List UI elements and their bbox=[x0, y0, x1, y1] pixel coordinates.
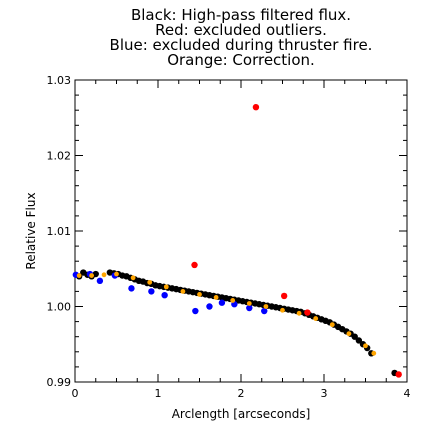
y-axis-label: Relative Flux bbox=[24, 192, 38, 269]
title-line: Orange: Correction. bbox=[167, 51, 315, 69]
correction-point bbox=[230, 298, 236, 303]
outliers-point bbox=[304, 309, 311, 316]
outliers-point bbox=[395, 371, 402, 378]
thruster-point bbox=[246, 304, 253, 312]
thruster-point bbox=[96, 277, 104, 285]
series-outliers bbox=[191, 103, 402, 378]
correction-point bbox=[263, 304, 269, 309]
x-tick-label: 1 bbox=[155, 387, 162, 400]
thruster-point bbox=[206, 303, 213, 310]
axis-ticks: 0 1 2 3 4 0.99 1.00 1.01 1.02 1.03 bbox=[47, 74, 411, 400]
y-tick-label: 1.01 bbox=[47, 225, 72, 238]
y-tick-label: 1.00 bbox=[47, 301, 72, 314]
correction-point bbox=[280, 307, 285, 313]
outliers-point bbox=[280, 292, 288, 300]
correction-point bbox=[296, 310, 302, 316]
correction-point bbox=[101, 272, 107, 278]
title-line: Blue: excluded during thruster fire. bbox=[110, 36, 373, 54]
correction-point bbox=[371, 350, 377, 356]
thruster-point bbox=[161, 291, 168, 299]
y-tick-label: 1.03 bbox=[47, 74, 72, 87]
thruster-point bbox=[128, 285, 135, 292]
x-axis-label: Arclength [arcseconds] bbox=[172, 407, 311, 421]
correction-point bbox=[213, 295, 219, 300]
thruster-point bbox=[148, 288, 155, 295]
title-line: Red: excluded outliers. bbox=[155, 21, 327, 39]
outliers-point bbox=[252, 103, 260, 111]
correction-point bbox=[313, 316, 319, 321]
correction-point bbox=[147, 279, 153, 285]
correction-point bbox=[363, 343, 368, 349]
outliers-point bbox=[191, 261, 198, 269]
y-tick-label: 1.02 bbox=[47, 150, 72, 163]
thruster-point bbox=[192, 307, 199, 315]
y-tick-label: 0.99 bbox=[47, 376, 72, 389]
correction-point bbox=[130, 275, 136, 281]
correction-point bbox=[89, 273, 94, 278]
series-thruster bbox=[72, 270, 268, 315]
x-tick-label: 0 bbox=[72, 387, 79, 400]
correction-point bbox=[329, 322, 335, 328]
correction-point bbox=[114, 271, 119, 277]
chart-title: Black: High-pass filtered flux. Red: exc… bbox=[110, 6, 373, 69]
thruster-point bbox=[218, 299, 226, 306]
thruster-point bbox=[261, 307, 268, 315]
correction-point bbox=[163, 284, 169, 290]
chart-marks bbox=[72, 103, 402, 378]
correction-point bbox=[197, 292, 202, 297]
series-filtered bbox=[75, 269, 398, 377]
title-line: Black: High-pass filtered flux. bbox=[131, 6, 351, 24]
x-tick-label: 4 bbox=[404, 387, 411, 400]
correction-point bbox=[246, 301, 252, 306]
filtered-point bbox=[92, 270, 99, 278]
correction-point bbox=[180, 289, 186, 294]
x-tick-label: 2 bbox=[238, 387, 245, 400]
filtered-point bbox=[351, 333, 358, 340]
correction-point bbox=[76, 273, 82, 278]
correction-point bbox=[346, 331, 352, 337]
series-correction bbox=[76, 271, 377, 356]
x-tick-label: 3 bbox=[321, 387, 328, 400]
filtered-point bbox=[355, 337, 363, 344]
